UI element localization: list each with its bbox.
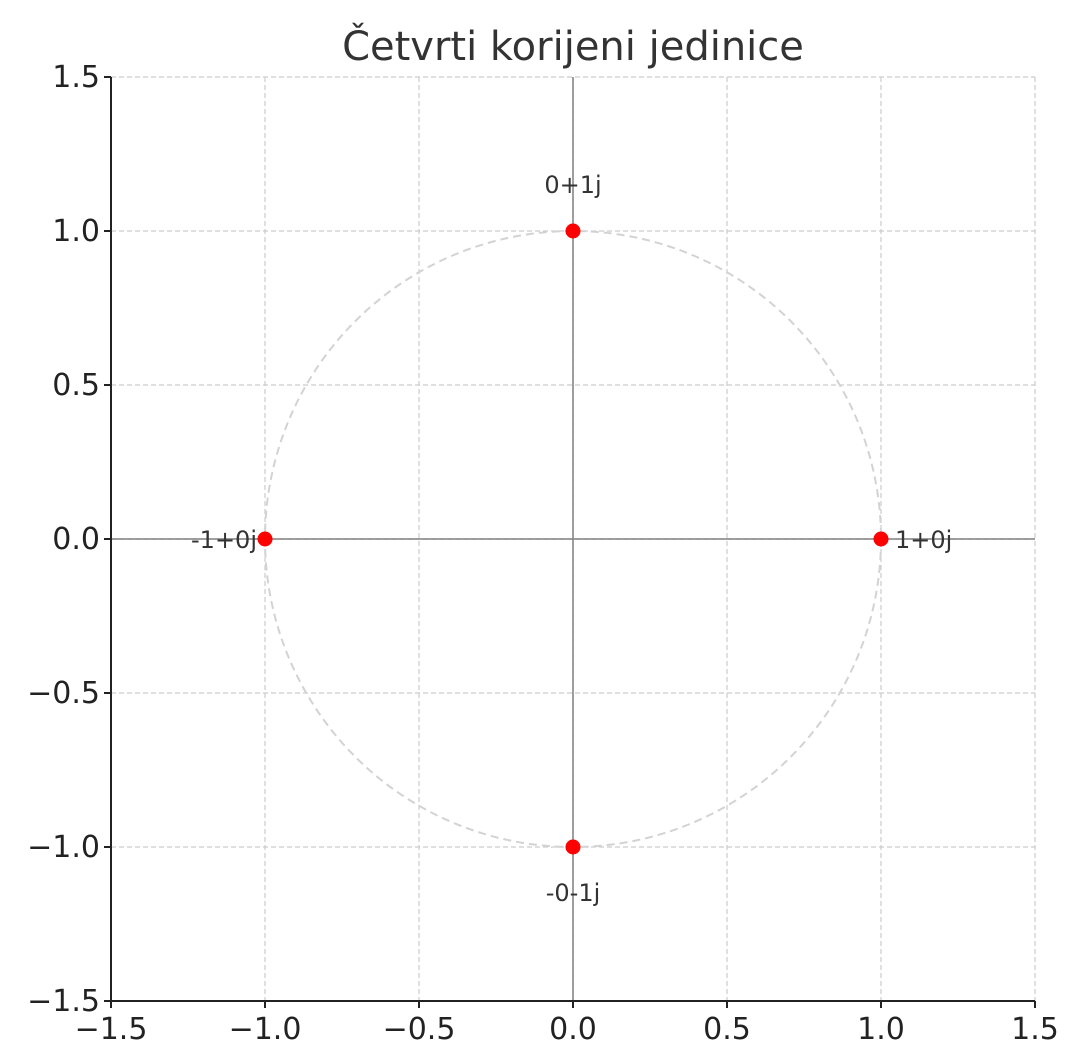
- points-layer: [257, 223, 889, 855]
- y-tick-label-5: 1.0: [52, 214, 100, 249]
- x-tick-label-0: −1.5: [75, 1012, 148, 1047]
- y-tick-label-0: −1.5: [27, 984, 100, 1019]
- x-tick-label-2: −0.5: [383, 1012, 456, 1047]
- x-tick-label-5: 1.0: [857, 1012, 905, 1047]
- chart-title: Četvrti korijeni jedinice: [342, 22, 804, 70]
- y-tick-label-4: 0.5: [52, 368, 100, 403]
- y-tick-label-3: 0.0: [52, 522, 100, 557]
- data-point-label-2: -1+0j: [191, 526, 257, 554]
- x-tick-label-4: 0.5: [703, 1012, 751, 1047]
- data-point-label-0: 1+0j: [895, 526, 952, 554]
- data-point-label-3: -0-1j: [546, 879, 601, 907]
- x-tick-label-6: 1.5: [1011, 1012, 1059, 1047]
- y-tick-label-1: −1.0: [27, 830, 100, 865]
- data-point-0: [873, 531, 889, 547]
- data-point-3: [565, 839, 581, 855]
- y-tick-label-2: −0.5: [27, 676, 100, 711]
- x-tick-label-3: 0.0: [549, 1012, 597, 1047]
- data-point-2: [257, 531, 273, 547]
- data-point-label-1: 0+1j: [544, 171, 601, 199]
- x-tick-label-1: −1.0: [229, 1012, 302, 1047]
- data-point-1: [565, 223, 581, 239]
- point-labels-layer: 1+0j 0+1j -1+0j -0-1j: [191, 171, 952, 907]
- y-tick-label-6: 1.5: [52, 60, 100, 95]
- tick-layer: −1.5 −1.0 −0.5 0.0 0.5 1.0 1.5 −1.5 −1.0 −0.5 0.0 0…: [27, 60, 1059, 1047]
